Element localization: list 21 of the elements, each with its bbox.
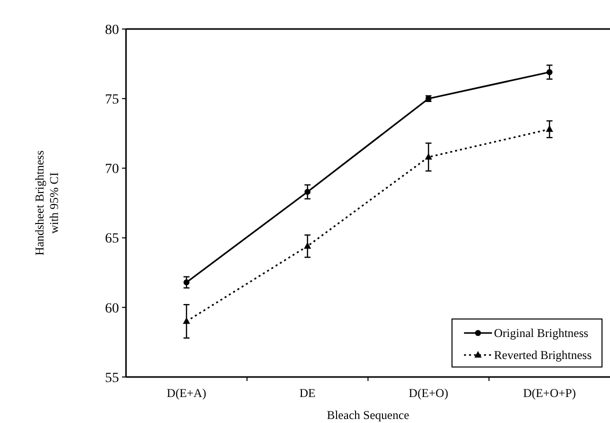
point xyxy=(424,153,432,160)
y-tick-label: 65 xyxy=(105,232,119,247)
point xyxy=(182,317,190,324)
legend-label: Reverted Brightness xyxy=(494,348,592,362)
x-axis-title: Bleach Sequence xyxy=(326,408,410,422)
point xyxy=(184,279,190,286)
y-tick-label: 60 xyxy=(105,301,119,316)
point xyxy=(546,69,552,76)
point xyxy=(304,188,310,195)
legend-label: Original Brightness xyxy=(494,326,589,340)
point xyxy=(546,125,554,132)
x-tick-label: D(E+O) xyxy=(408,386,448,400)
y-tick-label: 55 xyxy=(105,370,119,386)
y-tick-label: 70 xyxy=(105,162,119,178)
y-tick-label: 80 xyxy=(105,22,119,38)
x-tick-label: D(E+O+P) xyxy=(523,386,576,400)
x-tick-label: DE xyxy=(300,386,316,400)
y-tick-label: 75 xyxy=(105,92,119,108)
x-tick-label: D(E+A) xyxy=(166,386,206,400)
point xyxy=(304,242,312,249)
y-axis-title: Handsheet Brightness with 95% CI xyxy=(32,150,61,256)
